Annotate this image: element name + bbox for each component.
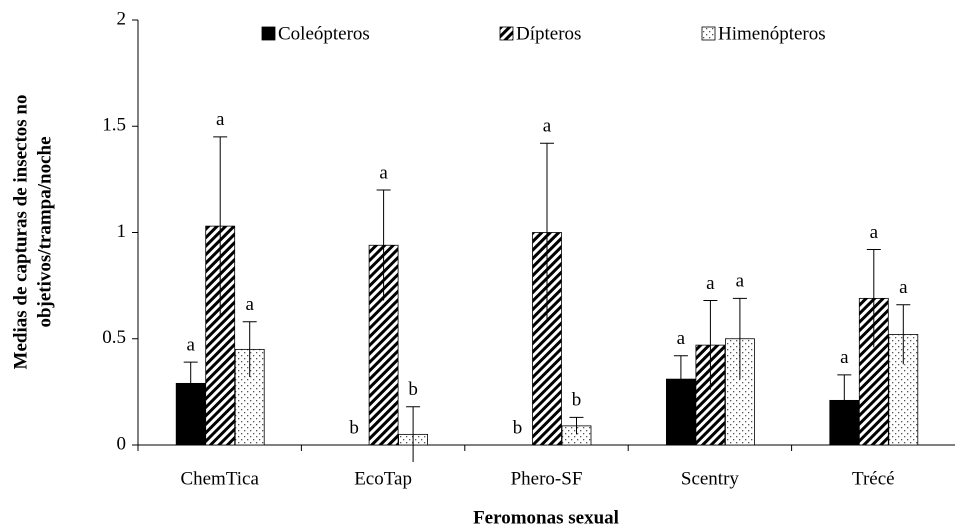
significance-letter: a: [840, 347, 849, 368]
significance-letter: b: [349, 417, 359, 438]
significance-letter: b: [513, 417, 523, 438]
significance-letter: a: [379, 162, 388, 183]
y-tick-label: 0.5: [102, 327, 126, 348]
significance-letter: a: [245, 294, 254, 315]
significance-letter: a: [899, 277, 908, 298]
significance-letter: a: [216, 109, 225, 130]
significance-letter: a: [706, 273, 715, 294]
legend-label: Dípteros: [516, 23, 581, 44]
y-tick-label: 1: [117, 221, 127, 242]
y-tick-label: 0: [117, 433, 127, 454]
x-tick-label: EcoTap: [354, 468, 412, 489]
legend-label: Himenópteros: [718, 23, 826, 44]
significance-letter: b: [408, 379, 418, 400]
significance-letter: a: [736, 271, 745, 292]
y-axis-label: objetivos/trampa/noche: [34, 136, 55, 327]
legend-swatch: [499, 26, 514, 41]
y-tick-label: 1.5: [102, 115, 126, 136]
y-axis-label: Medias de capturas de insectos no: [10, 95, 31, 370]
x-tick-label: Trécé: [852, 468, 895, 489]
legend-label: Coleópteros: [278, 23, 370, 44]
x-tick-label: ChemTica: [180, 468, 259, 489]
significance-letter: b: [572, 390, 582, 411]
significance-letter: a: [186, 334, 195, 355]
significance-letter: a: [543, 116, 552, 137]
x-axis-label: Feromonas sexual: [473, 507, 619, 528]
significance-letter: a: [870, 222, 879, 243]
legend-swatch: [701, 26, 716, 41]
y-tick-label: 2: [117, 8, 127, 29]
significance-letter: a: [677, 328, 686, 349]
x-tick-label: Scentry: [681, 468, 740, 489]
x-tick-label: Phero-SF: [511, 468, 583, 489]
legend-swatch: [261, 26, 276, 41]
